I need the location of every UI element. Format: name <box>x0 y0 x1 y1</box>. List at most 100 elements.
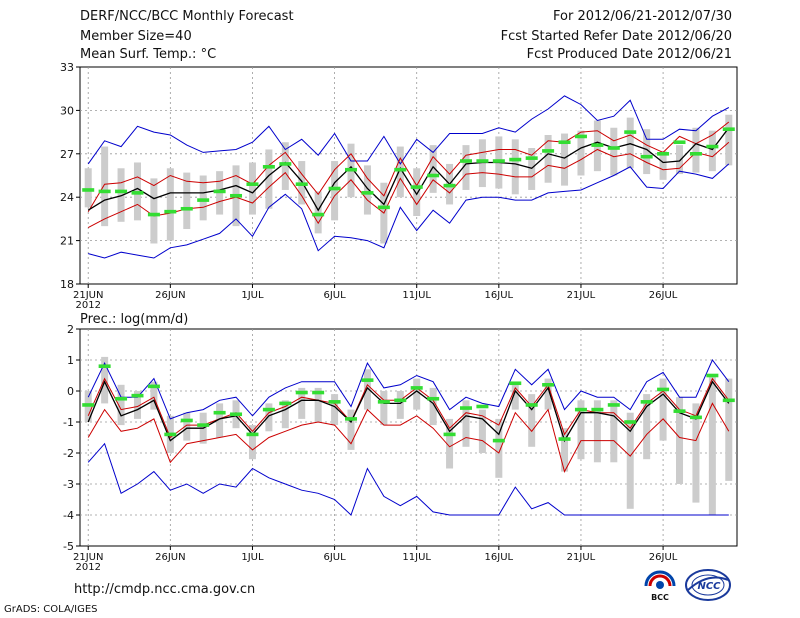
spread-box <box>692 403 700 503</box>
spread-box <box>462 145 470 190</box>
x-tick-label: 21JUL <box>567 552 596 563</box>
spread-box <box>676 145 684 175</box>
observed-marker <box>197 198 210 202</box>
observed-marker <box>98 364 111 368</box>
series-ensemble-mean <box>87 127 730 212</box>
observed-marker <box>689 152 702 156</box>
spread-box <box>495 418 503 478</box>
bcc-logo: BCC <box>640 568 680 604</box>
observed-marker <box>443 183 456 188</box>
spread-box <box>84 168 92 208</box>
observed-marker <box>394 167 407 172</box>
x-tick-label: 6JUL <box>323 552 346 563</box>
spread-box <box>117 168 125 222</box>
observed-marker <box>607 403 620 407</box>
y-tick-label: 2 <box>67 323 74 336</box>
observed-marker <box>427 173 440 178</box>
x-tick-label: 21JUL <box>567 290 596 301</box>
spread-box <box>117 384 125 426</box>
observed-marker <box>197 423 210 427</box>
precip-panel-title: Prec.: log(mm/d) <box>80 312 188 327</box>
spread-box <box>610 127 618 176</box>
y-tick-label: -3 <box>63 478 74 491</box>
spread-box <box>544 378 552 410</box>
spread-box <box>396 146 404 198</box>
spread-box <box>659 378 667 441</box>
spread-box <box>150 178 158 244</box>
y-tick-label: -5 <box>63 540 74 553</box>
spread-box <box>544 134 552 183</box>
spread-box <box>314 387 322 422</box>
spread-box <box>561 428 569 472</box>
observed-marker <box>394 398 407 403</box>
observed-marker <box>213 189 226 194</box>
spread-box <box>708 130 716 172</box>
forecast-period: For 2012/06/21-2012/07/30 <box>553 9 732 24</box>
spread-box <box>643 394 651 460</box>
observed-marker <box>624 420 637 424</box>
spread-box <box>577 130 585 176</box>
observed-marker <box>410 185 423 189</box>
spread-box <box>150 381 158 410</box>
spread-box <box>183 172 191 230</box>
source-url[interactable]: http://cmdp.ncc.cma.gov.cn <box>74 582 256 597</box>
y-tick-label: 0 <box>67 385 74 398</box>
spread-box <box>281 142 289 190</box>
x-tick-label: 26JUL <box>649 290 678 301</box>
observed-marker <box>230 412 243 417</box>
observed-marker <box>558 140 571 145</box>
bcc-logo-text: BCC <box>651 593 669 602</box>
observed-marker <box>657 152 670 156</box>
spread-box <box>610 400 618 463</box>
spread-box <box>413 168 421 217</box>
observed-marker <box>706 144 719 149</box>
spread-box <box>643 129 651 175</box>
observed-marker <box>312 390 325 395</box>
observed-marker <box>345 167 358 172</box>
series-ensemble-max <box>87 95 730 165</box>
observed-marker <box>525 403 538 407</box>
spread-box <box>265 403 273 432</box>
observed-marker <box>262 407 275 412</box>
observed-marker <box>607 146 620 150</box>
observed-marker <box>558 437 571 441</box>
spread-box <box>380 391 388 426</box>
spread-box <box>396 391 404 419</box>
observed-marker <box>131 393 144 398</box>
spread-box <box>511 381 519 410</box>
observed-marker <box>131 191 144 195</box>
spread-box <box>281 400 289 429</box>
observed-marker <box>328 400 341 404</box>
observed-marker <box>82 403 95 407</box>
grads-credit: GrADS: COLA/IGES <box>4 604 98 615</box>
spread-box <box>331 161 339 221</box>
observed-marker <box>279 162 292 166</box>
spread-box <box>725 114 733 166</box>
forecast-produced-date: Fcst Produced Date 2012/06/21 <box>526 47 732 62</box>
spread-box <box>626 117 634 169</box>
spread-box <box>166 168 174 241</box>
series-ensemble-min <box>88 163 730 259</box>
spread-box <box>708 375 716 515</box>
x-tick-label: 6JUL <box>323 290 346 301</box>
x-tick-label: 1JUL <box>241 290 264 301</box>
observed-marker <box>689 415 702 420</box>
plot-frame <box>79 66 738 285</box>
chart-title: DERF/NCC/BCC Monthly Forecast <box>80 9 294 24</box>
observed-marker <box>164 209 177 214</box>
observed-marker <box>673 409 686 413</box>
observed-marker <box>459 406 472 410</box>
observed-marker <box>147 212 160 217</box>
spread-box <box>363 369 371 410</box>
observed-marker <box>706 373 719 378</box>
observed-marker <box>295 182 308 186</box>
spread-box <box>133 391 141 419</box>
x-tick-label: 26JUN <box>155 290 185 301</box>
observed-marker <box>591 407 604 412</box>
spread-box <box>478 409 486 453</box>
spread-box <box>692 127 700 173</box>
observed-marker <box>591 143 604 147</box>
observed-marker <box>542 383 555 387</box>
x-tick-label: 26JUL <box>649 552 678 563</box>
